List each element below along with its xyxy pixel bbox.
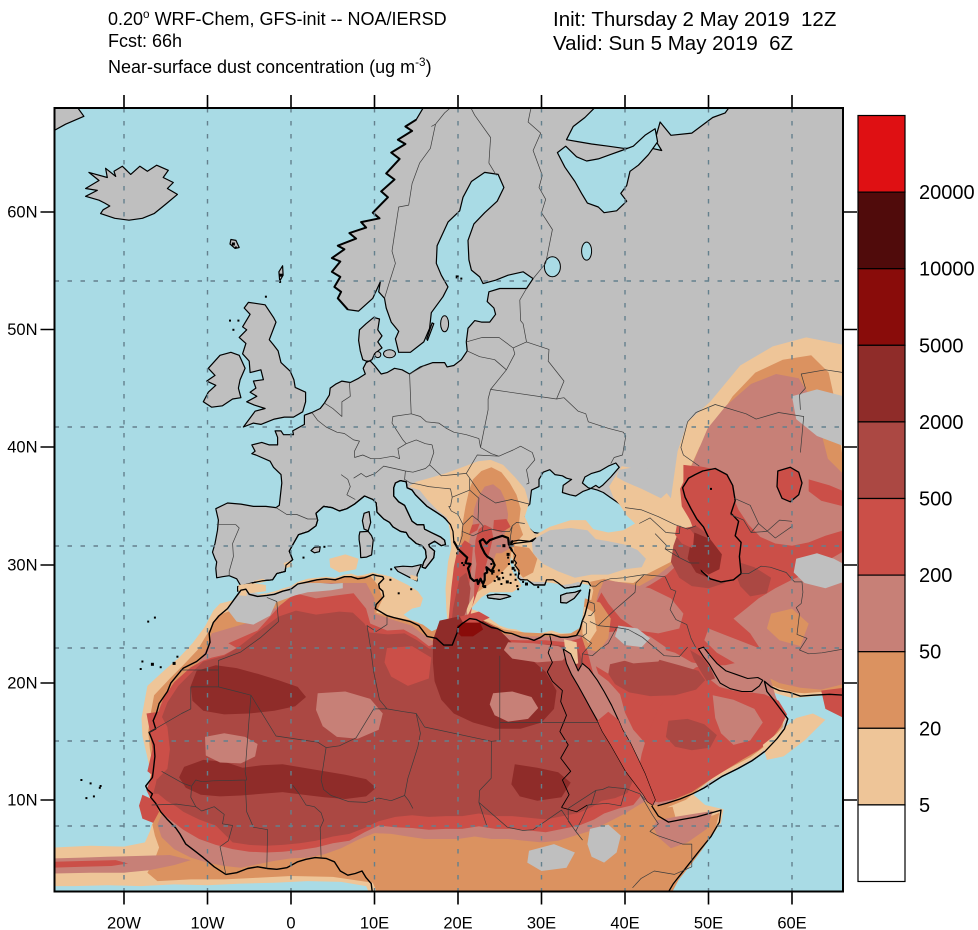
svg-text:20E: 20E: [443, 915, 472, 930]
svg-text:500: 500: [919, 489, 952, 511]
svg-text:10N: 10N: [7, 792, 37, 810]
svg-text:50E: 50E: [694, 915, 723, 930]
svg-text:20W: 20W: [107, 915, 141, 930]
svg-text:20: 20: [919, 718, 941, 740]
svg-text:40N: 40N: [7, 439, 37, 457]
svg-text:50: 50: [919, 642, 941, 664]
svg-text:5: 5: [919, 795, 930, 817]
svg-text:0: 0: [286, 915, 295, 930]
svg-text:20000: 20000: [919, 182, 975, 204]
svg-text:60E: 60E: [777, 915, 806, 930]
svg-text:20N: 20N: [7, 675, 37, 693]
svg-text:40E: 40E: [610, 915, 639, 930]
svg-text:50N: 50N: [7, 321, 37, 339]
svg-text:2000: 2000: [919, 412, 964, 434]
svg-text:60N: 60N: [7, 204, 37, 222]
svg-text:30E: 30E: [527, 915, 556, 930]
svg-text:5000: 5000: [919, 335, 964, 357]
svg-text:30N: 30N: [7, 557, 37, 575]
svg-text:10W: 10W: [191, 915, 225, 930]
svg-text:200: 200: [919, 565, 952, 587]
svg-text:10000: 10000: [919, 259, 975, 281]
svg-text:10E: 10E: [360, 915, 389, 930]
